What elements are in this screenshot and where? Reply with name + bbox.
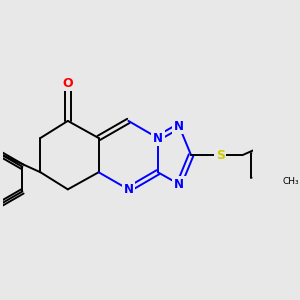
- Text: N: N: [123, 183, 134, 196]
- Text: N: N: [174, 119, 184, 133]
- Text: N: N: [153, 131, 163, 145]
- Text: O: O: [62, 77, 73, 90]
- Text: CH₃: CH₃: [283, 177, 299, 186]
- Text: S: S: [216, 148, 225, 162]
- Text: N: N: [174, 178, 184, 191]
